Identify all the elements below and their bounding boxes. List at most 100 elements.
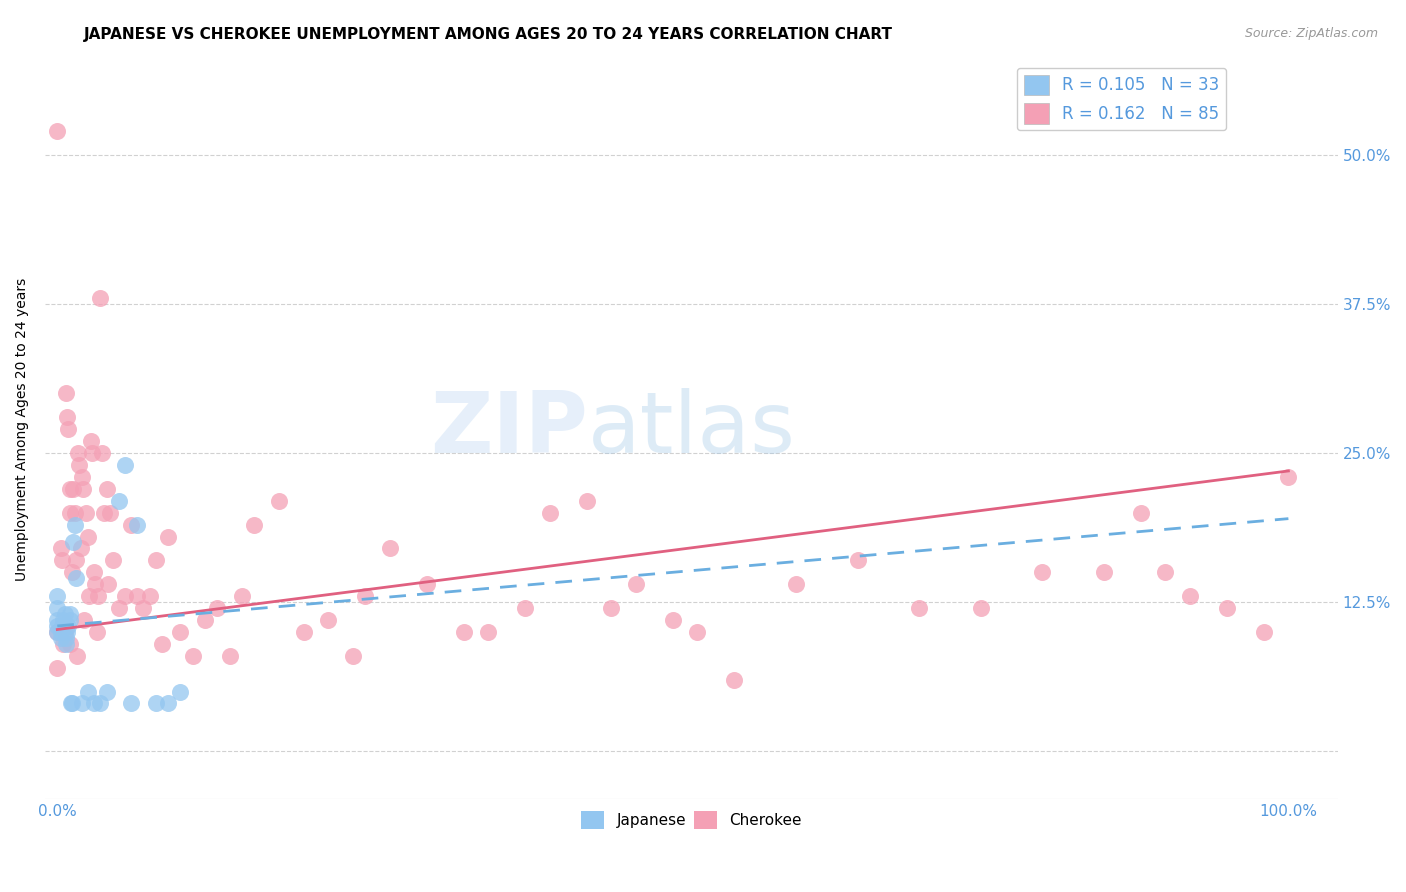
Point xyxy=(98,506,121,520)
Point xyxy=(51,619,73,633)
Point xyxy=(686,624,709,639)
Point xyxy=(46,661,69,675)
Point xyxy=(89,697,111,711)
Point xyxy=(120,697,142,711)
Point xyxy=(89,291,111,305)
Point xyxy=(1178,589,1201,603)
Point xyxy=(58,637,80,651)
Point xyxy=(1216,601,1239,615)
Point xyxy=(243,517,266,532)
Point xyxy=(342,648,364,663)
Point xyxy=(83,697,105,711)
Point xyxy=(785,577,807,591)
Point xyxy=(46,624,69,639)
Point xyxy=(84,577,107,591)
Point xyxy=(63,506,86,520)
Point xyxy=(145,553,167,567)
Point xyxy=(108,493,131,508)
Point xyxy=(56,410,79,425)
Point xyxy=(80,446,103,460)
Point xyxy=(132,601,155,615)
Point xyxy=(513,601,536,615)
Point xyxy=(97,577,120,591)
Point xyxy=(60,566,83,580)
Point xyxy=(53,607,76,621)
Point xyxy=(138,589,160,603)
Point xyxy=(70,470,93,484)
Point xyxy=(65,571,87,585)
Point xyxy=(218,648,240,663)
Point xyxy=(415,577,437,591)
Text: ZIP: ZIP xyxy=(430,388,588,471)
Point xyxy=(169,624,191,639)
Point xyxy=(169,684,191,698)
Point xyxy=(127,589,149,603)
Point xyxy=(114,458,136,472)
Point xyxy=(70,697,93,711)
Point xyxy=(1277,470,1299,484)
Point xyxy=(46,624,69,639)
Point xyxy=(75,506,97,520)
Point xyxy=(292,624,315,639)
Point xyxy=(72,482,94,496)
Point xyxy=(49,631,72,645)
Point xyxy=(49,541,72,556)
Point xyxy=(55,386,77,401)
Point xyxy=(63,517,86,532)
Point xyxy=(58,613,80,627)
Point xyxy=(58,422,80,436)
Point xyxy=(108,601,131,615)
Point xyxy=(150,637,173,651)
Point xyxy=(1092,566,1115,580)
Legend: Japanese, Cherokee: Japanese, Cherokee xyxy=(575,805,807,836)
Point xyxy=(77,529,100,543)
Point xyxy=(46,619,69,633)
Point xyxy=(58,482,80,496)
Point xyxy=(52,613,75,627)
Point xyxy=(67,446,90,460)
Point xyxy=(1154,566,1177,580)
Point xyxy=(1253,624,1275,639)
Point xyxy=(58,607,80,621)
Point xyxy=(1031,566,1053,580)
Point xyxy=(662,613,685,627)
Point xyxy=(969,601,991,615)
Text: JAPANESE VS CHEROKEE UNEMPLOYMENT AMONG AGES 20 TO 24 YEARS CORRELATION CHART: JAPANESE VS CHEROKEE UNEMPLOYMENT AMONG … xyxy=(84,27,893,42)
Point xyxy=(207,601,229,615)
Point xyxy=(453,624,475,639)
Point xyxy=(52,637,75,651)
Point xyxy=(46,601,69,615)
Point xyxy=(846,553,869,567)
Point xyxy=(46,613,69,627)
Point xyxy=(66,648,89,663)
Point xyxy=(49,624,72,639)
Point xyxy=(354,589,377,603)
Point xyxy=(51,553,73,567)
Point xyxy=(62,482,84,496)
Point xyxy=(73,613,96,627)
Point xyxy=(59,697,82,711)
Point xyxy=(58,619,80,633)
Point xyxy=(83,566,105,580)
Point xyxy=(79,589,101,603)
Point xyxy=(55,637,77,651)
Point xyxy=(96,482,118,496)
Point xyxy=(267,493,290,508)
Point xyxy=(69,541,91,556)
Point xyxy=(69,458,91,472)
Text: atlas: atlas xyxy=(588,388,796,471)
Point xyxy=(477,624,499,639)
Point xyxy=(56,624,79,639)
Point xyxy=(231,589,253,603)
Point xyxy=(77,684,100,698)
Point xyxy=(316,613,339,627)
Point xyxy=(46,589,69,603)
Point xyxy=(62,535,84,549)
Point xyxy=(1129,506,1152,520)
Point xyxy=(378,541,401,556)
Point xyxy=(86,624,108,639)
Point xyxy=(93,506,115,520)
Point xyxy=(194,613,217,627)
Point xyxy=(624,577,647,591)
Point xyxy=(87,589,110,603)
